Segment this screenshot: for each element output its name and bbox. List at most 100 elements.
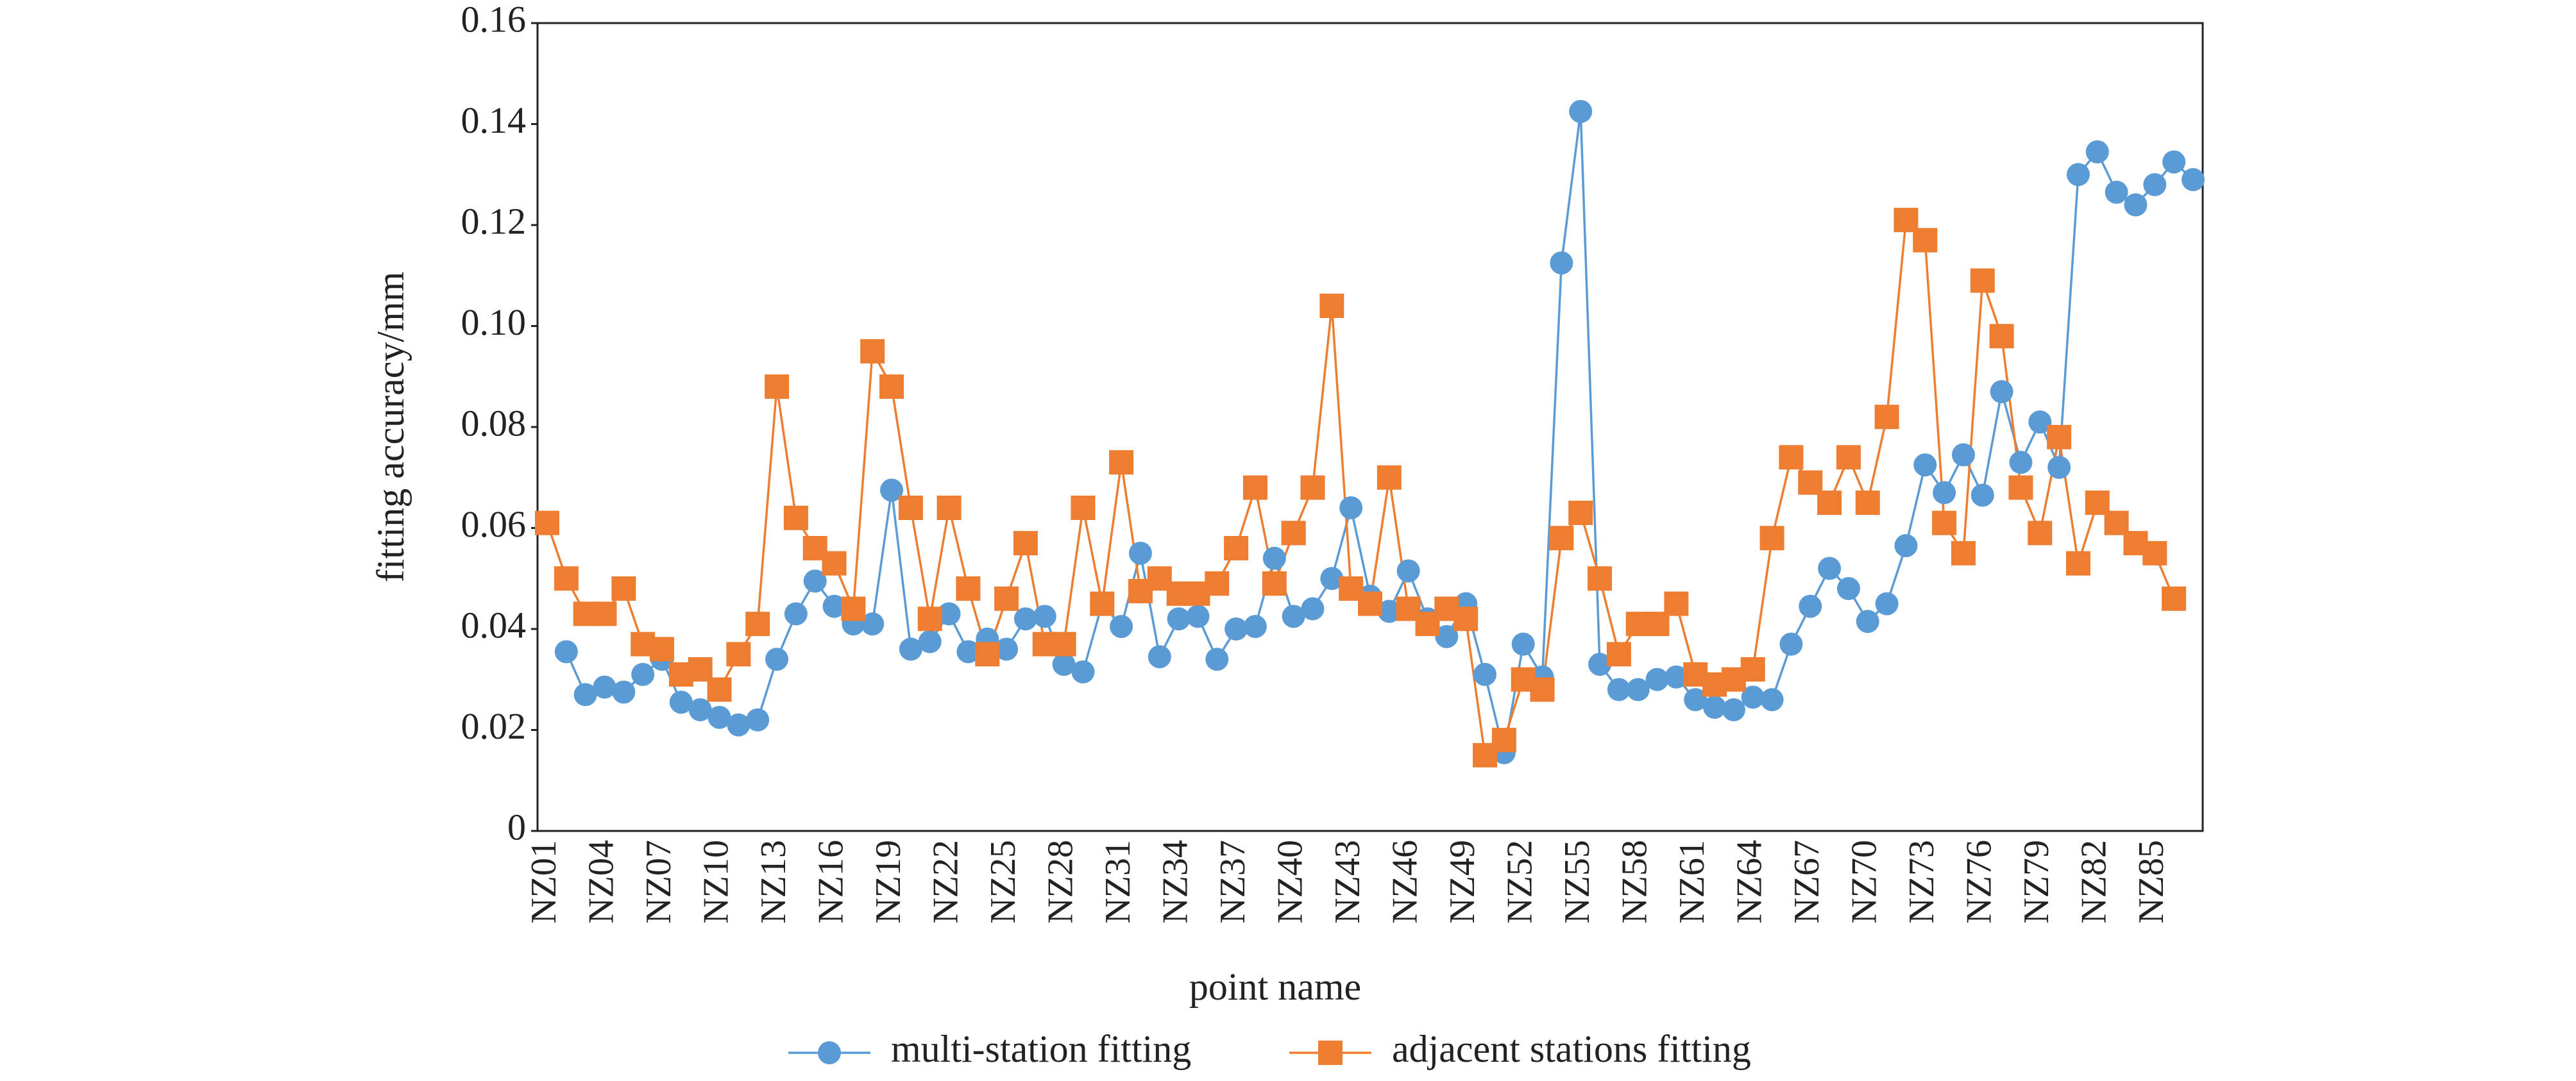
data-point <box>1224 536 1249 560</box>
y-tick-label: 0.06 <box>461 503 527 545</box>
data-point <box>1071 660 1095 683</box>
data-point <box>898 496 923 520</box>
data-point <box>975 642 1000 667</box>
data-point <box>1703 696 1727 719</box>
data-point <box>1262 546 1286 570</box>
y-tick-label: 0.10 <box>461 301 527 343</box>
series-line <box>546 217 2175 758</box>
data-point <box>1358 591 1382 616</box>
x-tick-label: NZ16 <box>811 840 851 924</box>
data-point <box>879 374 904 399</box>
data-point <box>1109 450 1134 475</box>
data-point <box>1243 615 1267 639</box>
data-point <box>822 551 847 576</box>
data-point <box>1665 665 1688 689</box>
legend-marker <box>1318 1041 1343 1065</box>
data-point <box>1606 642 1631 667</box>
x-tick-label: NZ01 <box>524 840 564 924</box>
data-point <box>1186 605 1210 628</box>
data-point <box>688 698 712 721</box>
x-tick-label: NZ49 <box>1443 840 1482 924</box>
data-point <box>2124 193 2148 217</box>
x-tick-label: NZ58 <box>1615 840 1655 924</box>
data-point <box>631 662 655 686</box>
data-point <box>727 713 750 737</box>
plot-frame <box>536 22 2204 832</box>
y-tick-label: 0.02 <box>461 705 527 747</box>
x-tick-label: NZ76 <box>1960 840 1999 924</box>
legend-marker <box>818 1041 841 1064</box>
x-tick-label: NZ67 <box>1787 840 1827 924</box>
data-point <box>2162 586 2187 611</box>
data-point <box>1856 610 1879 633</box>
legend-label: multi-station fitting <box>891 1028 1191 1070</box>
data-point <box>2182 168 2205 192</box>
data-point <box>1148 645 1171 669</box>
data-point <box>918 630 942 653</box>
data-point <box>1281 521 1306 546</box>
data-point <box>1894 534 1918 558</box>
x-tick-label: NZ70 <box>1845 840 1885 924</box>
data-point <box>573 683 597 707</box>
data-point <box>1913 453 1937 477</box>
data-point <box>1339 496 1363 519</box>
x-tick-label: NZ64 <box>1730 840 1770 924</box>
data-point <box>1167 607 1191 631</box>
data-point <box>1377 599 1401 623</box>
data-point <box>1740 657 1765 682</box>
data-point <box>783 505 808 530</box>
data-point <box>669 691 693 714</box>
data-point <box>1071 496 1096 520</box>
x-tick-label: NZ28 <box>1040 840 1080 924</box>
x-tick-label: NZ34 <box>1155 840 1195 924</box>
data-point <box>860 339 885 364</box>
data-point <box>1645 667 1669 691</box>
data-point <box>726 642 751 667</box>
data-point <box>1933 481 1956 505</box>
data-point <box>612 680 636 704</box>
data-point <box>2105 180 2128 204</box>
data-point <box>1722 698 1745 721</box>
data-point <box>841 596 866 621</box>
x-tick-label: NZ04 <box>581 840 621 924</box>
data-point <box>937 602 961 626</box>
data-point <box>2028 521 2053 546</box>
data-point <box>1932 510 1957 535</box>
data-point <box>1874 405 1899 430</box>
x-tick-label: NZ79 <box>2017 840 2056 924</box>
data-point <box>1300 475 1325 500</box>
data-point <box>994 586 1019 611</box>
legend-label: adjacent stations fitting <box>1392 1028 1751 1070</box>
x-tick-label: NZ73 <box>1902 840 1942 924</box>
data-point <box>1760 688 1784 712</box>
data-point <box>746 708 770 732</box>
data-point <box>1549 526 1574 551</box>
data-point <box>765 648 789 671</box>
data-point <box>650 637 675 662</box>
x-tick-label: NZ13 <box>754 840 793 924</box>
data-point <box>707 677 732 702</box>
data-point <box>1128 541 1152 565</box>
data-point <box>1224 617 1248 641</box>
data-point <box>1951 443 1975 467</box>
data-point <box>2162 150 2186 174</box>
data-point <box>765 374 790 399</box>
data-point <box>593 675 616 699</box>
x-tick-label: NZ22 <box>926 840 965 924</box>
data-point <box>2008 475 2033 500</box>
x-tick-label: NZ10 <box>696 840 736 924</box>
data-point <box>899 637 922 661</box>
data-point <box>1282 605 1305 628</box>
data-point <box>708 705 731 729</box>
x-tick-label: NZ37 <box>1213 840 1253 924</box>
data-point <box>880 478 904 502</box>
data-point <box>1817 490 1842 515</box>
data-point <box>2028 410 2052 434</box>
y-tick-label: 0.12 <box>461 200 527 242</box>
data-point <box>1491 728 1516 753</box>
x-tick-label: NZ55 <box>1557 840 1597 924</box>
data-point <box>2066 163 2090 187</box>
data-point <box>1090 591 1115 616</box>
data-point <box>784 602 808 626</box>
data-point <box>1051 632 1076 657</box>
